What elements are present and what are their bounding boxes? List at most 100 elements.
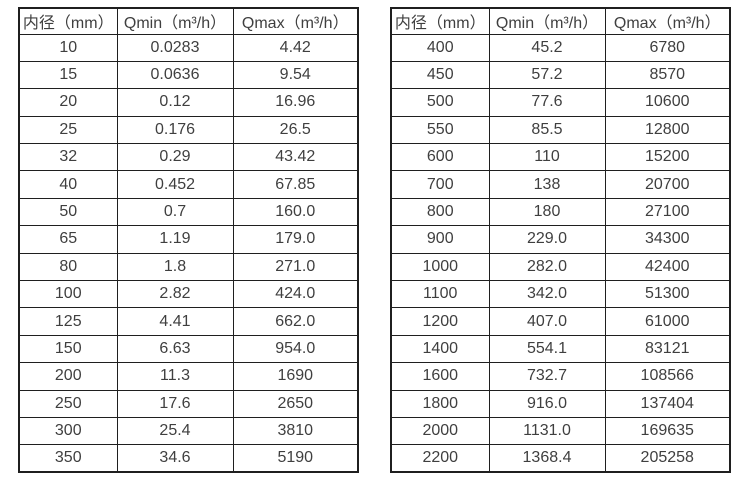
table-row: 15 0.0636 9.54 (18, 60, 359, 90)
table-cell: 43.42 (232, 143, 359, 172)
table-row: 400 45.2 6780 (390, 33, 731, 62)
table-cell: 10 (18, 33, 118, 62)
table-cell: 57.2 (488, 60, 606, 90)
table-row: 900 229.0 34300 (390, 225, 731, 254)
table-cell: 20700 (604, 170, 731, 199)
table-cell: 20 (18, 88, 118, 117)
table-cell: 12800 (604, 115, 731, 145)
table-cell: 10600 (604, 88, 731, 117)
table-cell: 0.29 (116, 143, 234, 172)
table-cell: 32 (18, 143, 118, 172)
table-cell: 4.42 (232, 33, 359, 62)
table-cell: 125 (18, 307, 118, 336)
table-cell: 77.6 (488, 88, 606, 117)
table-cell: 0.452 (116, 170, 234, 199)
table-cell: 554.1 (488, 334, 606, 364)
table-cell: 1131.0 (488, 416, 606, 446)
table-row: 1800 916.0 137404 (390, 389, 731, 418)
table-cell: 1368.4 (488, 444, 606, 473)
table-row: 1400 554.1 83121 (390, 334, 731, 364)
table-cell: 67.85 (232, 170, 359, 199)
table-cell: 179.0 (232, 225, 359, 254)
table-cell: 9.54 (232, 60, 359, 90)
table-cell: 0.0636 (116, 60, 234, 90)
table-row: 800 180 27100 (390, 197, 731, 227)
table-cell: 0.176 (116, 115, 234, 145)
table-row: 1000 282.0 42400 (390, 252, 731, 282)
flow-rate-table-large-diameters: 内径（mm） Qmin（m³/h） Qmax（m³/h） 400 45.2 6780 450… (390, 7, 731, 474)
table-cell: 40 (18, 170, 118, 199)
table-cell: 17.6 (116, 389, 234, 418)
table-cell: 25.4 (116, 416, 234, 446)
table-cell: 110 (488, 143, 606, 172)
table-row: 2200 1368.4 205258 (390, 444, 731, 473)
table-cell: 51300 (604, 280, 731, 309)
table-row: 25 0.176 26.5 (18, 115, 359, 145)
table-cell: 180 (488, 197, 606, 227)
table-cell: 200 (18, 362, 118, 391)
table-cell: 400 (390, 33, 490, 62)
table-cell: 27100 (604, 197, 731, 227)
table-row: 550 85.5 12800 (390, 115, 731, 145)
table-cell: 407.0 (488, 307, 606, 336)
table-row: 700 138 20700 (390, 170, 731, 199)
table-cell: 5190 (232, 444, 359, 473)
table-cell: 2.82 (116, 280, 234, 309)
table-cell: 1690 (232, 362, 359, 391)
table-cell: 45.2 (488, 33, 606, 62)
table-cell: 34300 (604, 225, 731, 254)
table-cell: 1100 (390, 280, 490, 309)
table-row: 600 110 15200 (390, 143, 731, 172)
column-header: 内径（mm） (18, 7, 118, 35)
table-cell: 1400 (390, 334, 490, 364)
table-cell: 61000 (604, 307, 731, 336)
table-cell: 229.0 (488, 225, 606, 254)
table-cell: 3810 (232, 416, 359, 446)
table-cell: 1.8 (116, 252, 234, 282)
table-cell: 160.0 (232, 197, 359, 227)
table-cell: 500 (390, 88, 490, 117)
table-cell: 1200 (390, 307, 490, 336)
table-cell: 300 (18, 416, 118, 446)
table-cell: 15200 (604, 143, 731, 172)
column-header: Qmin（m³/h） (488, 7, 606, 35)
table-row: 20 0.12 16.96 (18, 88, 359, 117)
table-cell: 342.0 (488, 280, 606, 309)
table-cell: 42400 (604, 252, 731, 282)
column-header: Qmax（m³/h） (604, 7, 731, 35)
table-cell: 2000 (390, 416, 490, 446)
table-cell: 34.6 (116, 444, 234, 473)
table-row: 1100 342.0 51300 (390, 280, 731, 309)
table-cell: 0.12 (116, 88, 234, 117)
table-cell: 15 (18, 60, 118, 90)
table-row: 1200 407.0 61000 (390, 307, 731, 336)
column-header: Qmin（m³/h） (116, 7, 234, 35)
table-cell: 50 (18, 197, 118, 227)
column-header: Qmax（m³/h） (232, 7, 359, 35)
table-cell: 100 (18, 280, 118, 309)
table-cell: 1800 (390, 389, 490, 418)
table-row: 150 6.63 954.0 (18, 334, 359, 364)
header-row: 内径（mm） Qmin（m³/h） Qmax（m³/h） (390, 7, 731, 35)
table-cell: 108566 (604, 362, 731, 391)
table-cell: 282.0 (488, 252, 606, 282)
table-cell: 900 (390, 225, 490, 254)
table-row: 80 1.8 271.0 (18, 252, 359, 282)
table-cell: 6.63 (116, 334, 234, 364)
table-cell: 169635 (604, 416, 731, 446)
table-cell: 16.96 (232, 88, 359, 117)
column-header: 内径（mm） (390, 7, 490, 35)
table-cell: 80 (18, 252, 118, 282)
table-cell: 800 (390, 197, 490, 227)
table-cell: 83121 (604, 334, 731, 364)
table-cell: 6780 (604, 33, 731, 62)
table-cell: 0.7 (116, 197, 234, 227)
table-cell: 65 (18, 225, 118, 254)
table-row: 2000 1131.0 169635 (390, 416, 731, 446)
table-cell: 450 (390, 60, 490, 90)
table-cell: 271.0 (232, 252, 359, 282)
table-cell: 350 (18, 444, 118, 473)
table-row: 50 0.7 160.0 (18, 197, 359, 227)
table-row: 300 25.4 3810 (18, 416, 359, 446)
